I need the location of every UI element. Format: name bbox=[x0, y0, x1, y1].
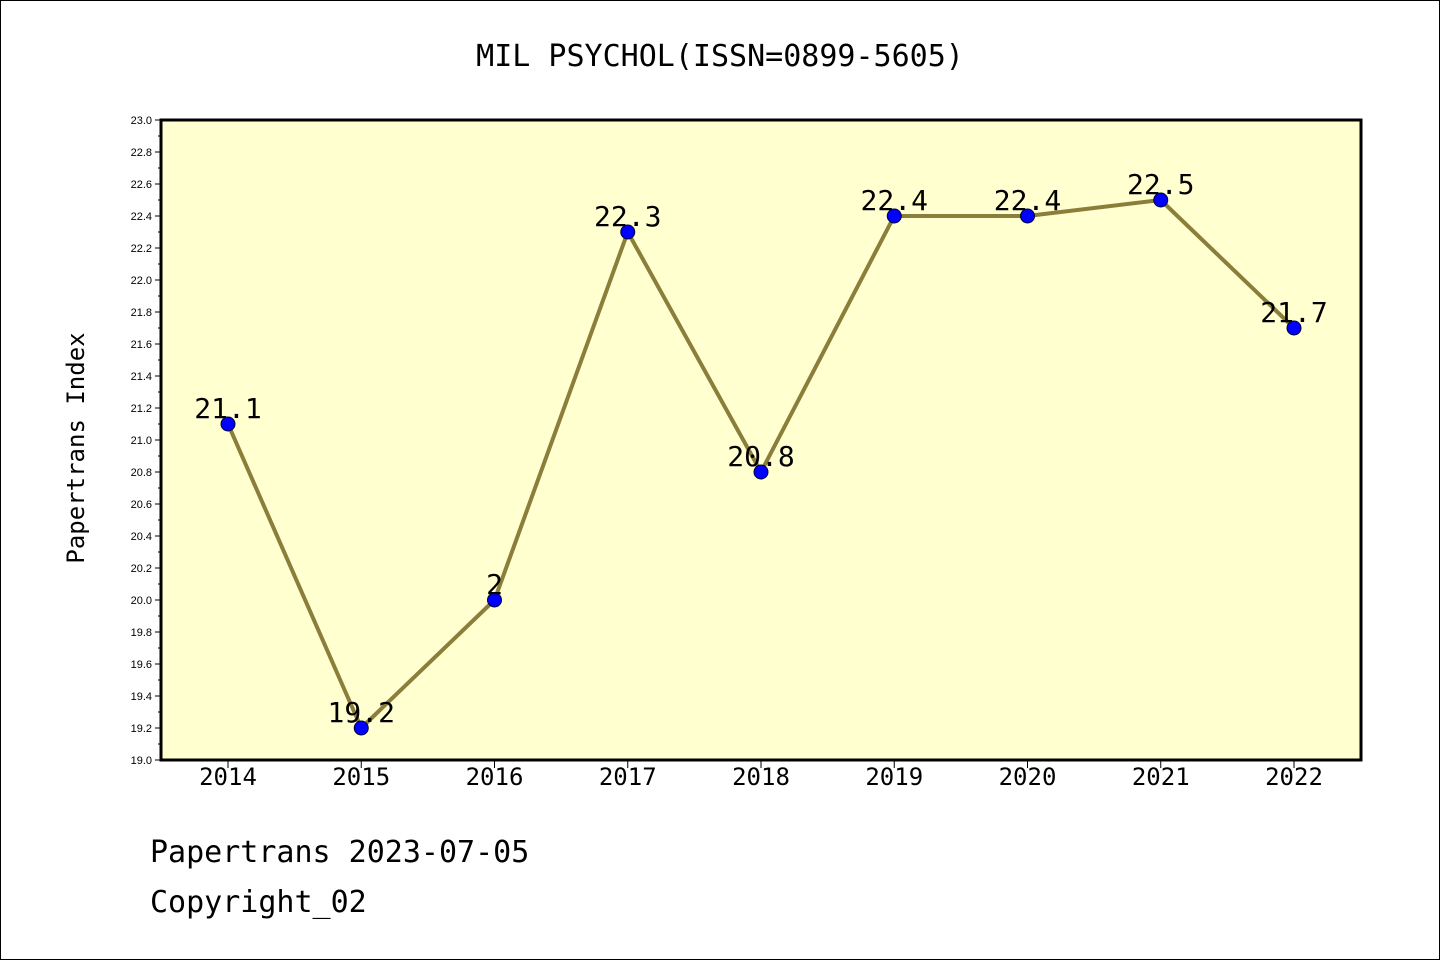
data-label: 22.4 bbox=[994, 184, 1061, 217]
data-point bbox=[886, 208, 902, 224]
x-tick-label: 2022 bbox=[1265, 763, 1323, 791]
y-tick-label: 19.6 bbox=[131, 659, 152, 671]
data-point bbox=[1286, 320, 1302, 336]
data-point bbox=[620, 224, 636, 240]
data-point bbox=[487, 592, 502, 608]
x-tick-label: 2018 bbox=[732, 763, 790, 791]
data-label: 21.7 bbox=[1260, 296, 1327, 329]
x-tick-label: 2014 bbox=[199, 763, 257, 791]
x-tick-label: 2019 bbox=[865, 763, 923, 791]
plot-area bbox=[159, 118, 1363, 762]
y-tick-label: 21.2 bbox=[131, 403, 152, 415]
chart-title: MIL PSYCHOL(ISSN=0899-5605) bbox=[476, 39, 964, 74]
y-tick-label: 20.8 bbox=[131, 467, 152, 479]
y-tick-label: 22.8 bbox=[131, 147, 152, 159]
data-label: 22.5 bbox=[1127, 168, 1194, 201]
x-tick-label: 2015 bbox=[332, 763, 390, 791]
x-tick-label: 2020 bbox=[999, 763, 1057, 791]
y-tick-label: 21.4 bbox=[131, 371, 152, 383]
data-label: 22.3 bbox=[594, 200, 661, 233]
footer-date: Papertrans 2023-07-05 bbox=[150, 835, 530, 870]
y-tick-label: 21.8 bbox=[131, 307, 152, 319]
x-tick-label: 2021 bbox=[1132, 763, 1190, 791]
y-tick-label: 20.6 bbox=[131, 499, 152, 511]
y-tick-label: 19.4 bbox=[131, 691, 152, 703]
y-tick-label: 22.4 bbox=[131, 211, 152, 223]
data-point bbox=[353, 720, 369, 736]
data-labels: 21.1 19.2 2 22.3 20.8 22.4 22.4 22.5 21.7 bbox=[194, 168, 1327, 729]
data-label: 20.8 bbox=[727, 440, 794, 473]
data-label: 21.1 bbox=[194, 392, 261, 425]
y-tick-label: 21.6 bbox=[131, 339, 152, 351]
data-point bbox=[753, 464, 769, 480]
y-tick-label: 23.0 bbox=[131, 115, 152, 127]
y-tick-label: 19.2 bbox=[131, 723, 152, 735]
y-tick-label: 21.0 bbox=[131, 435, 152, 447]
y-tick-label: 20.0 bbox=[131, 595, 152, 607]
data-label: 22.4 bbox=[861, 184, 928, 217]
y-tick-label: 22.6 bbox=[131, 179, 152, 191]
x-tick-label: 2016 bbox=[466, 763, 524, 791]
x-axis-ticks: 2014 2015 2016 2017 2018 2019 2020 2021 2022 bbox=[199, 760, 1323, 791]
data-point bbox=[1020, 208, 1035, 224]
data-points bbox=[220, 192, 1302, 736]
y-axis-label: Papertrans Index bbox=[62, 332, 90, 563]
y-tick-label: 20.2 bbox=[131, 563, 152, 575]
data-label: 19.2 bbox=[328, 696, 395, 729]
y-tick-label: 22.0 bbox=[131, 275, 152, 287]
data-point bbox=[220, 416, 236, 432]
y-tick-label: 19.0 bbox=[131, 755, 152, 767]
y-tick-label: 20.4 bbox=[131, 531, 152, 543]
y-tick-label: 19.8 bbox=[131, 627, 152, 639]
data-point bbox=[1153, 192, 1169, 208]
data-label: 2 bbox=[486, 568, 503, 601]
footer-copyright: Copyright_02 bbox=[150, 885, 367, 920]
y-tick-label: 22.2 bbox=[131, 243, 152, 255]
x-tick-label: 2017 bbox=[599, 763, 657, 791]
y-axis-ticks: 19.0 19.2 19.4 19.6 19.8 20.0 20.2 20.4 20.6 20.8… bbox=[131, 115, 161, 767]
